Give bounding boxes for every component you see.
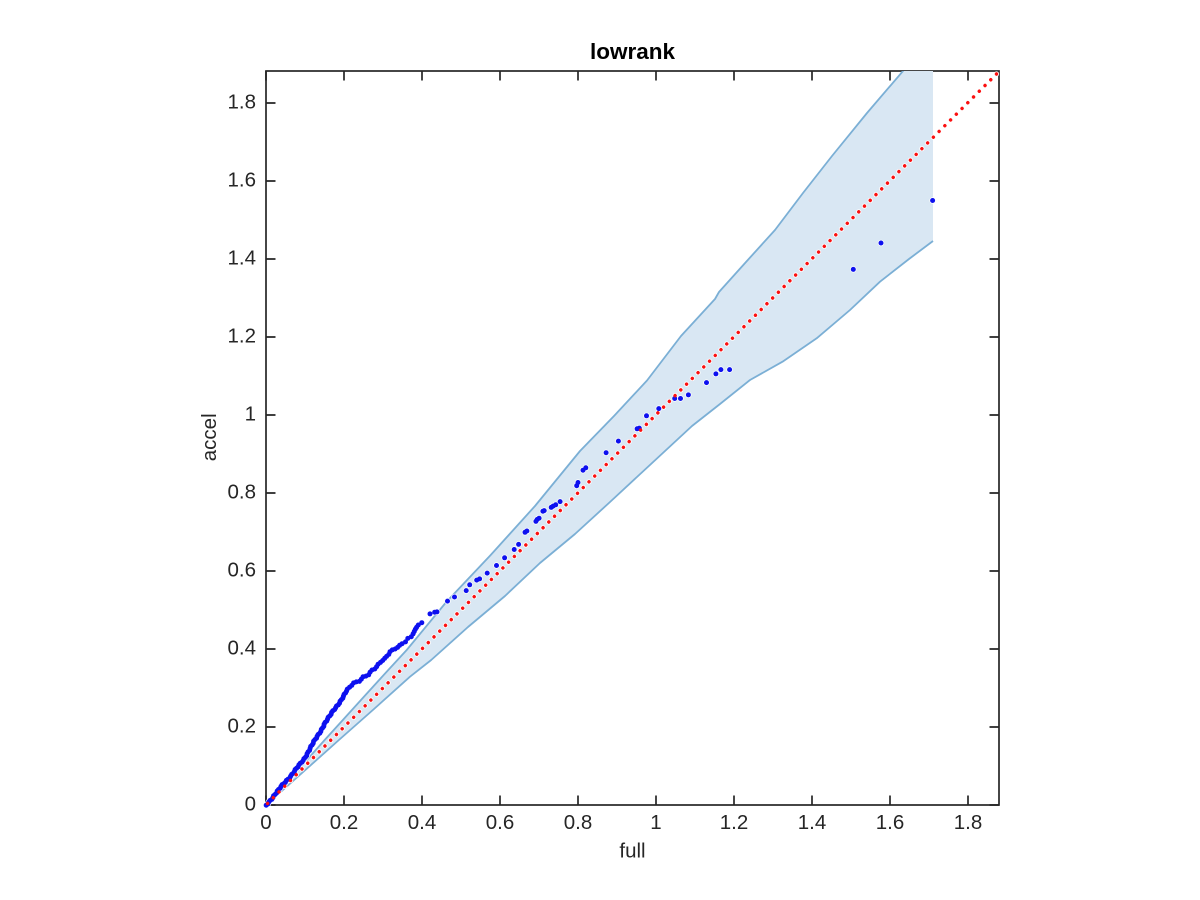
svg-text:0: 0 bbox=[245, 793, 256, 816]
svg-text:lowrank: lowrank bbox=[590, 39, 676, 64]
svg-text:1.2: 1.2 bbox=[720, 811, 749, 834]
svg-text:1.8: 1.8 bbox=[954, 811, 983, 834]
svg-text:0.6: 0.6 bbox=[486, 811, 515, 834]
svg-text:full: full bbox=[619, 840, 645, 863]
svg-text:accel: accel bbox=[198, 413, 221, 461]
svg-text:1.4: 1.4 bbox=[228, 247, 257, 270]
svg-text:1: 1 bbox=[245, 403, 256, 426]
svg-text:1: 1 bbox=[650, 811, 661, 834]
svg-text:0.8: 0.8 bbox=[228, 481, 257, 504]
svg-text:0.2: 0.2 bbox=[228, 715, 257, 738]
svg-text:0.6: 0.6 bbox=[228, 559, 257, 582]
svg-text:1.2: 1.2 bbox=[228, 325, 257, 348]
svg-text:0.4: 0.4 bbox=[228, 637, 257, 660]
svg-text:1.6: 1.6 bbox=[228, 169, 257, 192]
svg-text:1.8: 1.8 bbox=[228, 91, 257, 114]
svg-text:1.4: 1.4 bbox=[798, 811, 827, 834]
svg-text:0.8: 0.8 bbox=[564, 811, 593, 834]
svg-text:1.6: 1.6 bbox=[876, 811, 905, 834]
svg-text:0.2: 0.2 bbox=[330, 811, 359, 834]
svg-text:0: 0 bbox=[260, 811, 271, 834]
svg-text:0.4: 0.4 bbox=[408, 811, 437, 834]
